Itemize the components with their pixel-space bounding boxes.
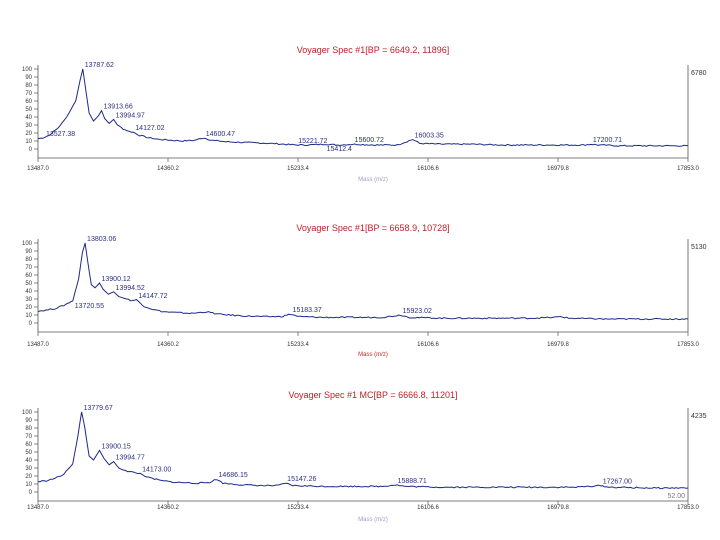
peak-label: 14686.15: [219, 472, 248, 479]
x-axis-label: Mass (m/z): [358, 517, 388, 523]
y-tick-label: 80: [25, 257, 32, 263]
peak-label: 15147.26: [287, 476, 316, 483]
y-tick-label: 40: [25, 458, 32, 464]
y-tick-label: 40: [25, 115, 32, 121]
x-tick-label: 13487.0: [27, 505, 49, 511]
x-tick-label: 17853.0: [677, 166, 699, 172]
y-tick-label: 10: [25, 313, 32, 319]
y-tick-label: 90: [25, 249, 32, 255]
peak-label: 13527.38: [46, 131, 75, 138]
peak-label: 14600.47: [206, 131, 235, 138]
peak-label: 17200.71: [593, 137, 622, 144]
corner-label: 52.00: [667, 493, 685, 500]
y-tick-label: 60: [25, 99, 32, 105]
x-tick-label: 16979.8: [547, 166, 569, 172]
peak-label: 13787.62: [85, 62, 114, 69]
peak-label: 15923.02: [403, 308, 432, 315]
y-tick-label: 50: [25, 281, 32, 287]
y-tick-label: 30: [25, 123, 32, 129]
x-axis-label: Mass (m/z): [358, 352, 388, 358]
y-tick-label: 70: [25, 91, 32, 97]
peak-label: 13900.12: [102, 276, 131, 283]
spectrum-panel-1: Voyager Spec #1[BP = 6649.2, 11896] 0 10 20…: [22, 45, 707, 183]
peak-label: 15600.72: [355, 137, 384, 144]
peak-label: 13994.97: [116, 112, 145, 119]
y-tick-label: 50: [25, 450, 32, 456]
x-tick-label: 13487.0: [27, 342, 49, 348]
y-tick-label: 80: [25, 426, 32, 432]
right-max-label: 4235: [691, 413, 707, 420]
peak-label: 17267.00: [603, 479, 632, 486]
y-tick-label: 20: [25, 474, 32, 480]
peak-label: 15221.72: [298, 138, 327, 145]
y-tick-label: 20: [25, 131, 32, 137]
peak-label: 15412.4: [327, 146, 352, 153]
right-max-label: 6780: [691, 70, 707, 77]
chart-title: Voyager Spec #1[BP = 6649.2, 11896]: [297, 45, 450, 55]
y-tick-label: 0: [29, 490, 33, 496]
spectrum-trace: [37, 68, 689, 147]
x-tick-label: 16106.6: [417, 342, 439, 348]
y-tick-label: 100: [22, 410, 33, 416]
y-tick-label: 10: [25, 139, 32, 145]
x-tick-label: 16106.6: [417, 166, 439, 172]
y-tick-label: 0: [29, 321, 33, 327]
right-max-label: 5130: [691, 244, 707, 251]
y-tick-label: 30: [25, 297, 32, 303]
x-tick-label: 15233.4: [287, 342, 309, 348]
chart-title: Voyager Spec #1[BP = 6658.9, 10728]: [296, 223, 449, 233]
x-tick-label: 16106.6: [417, 505, 439, 511]
x-tick-label: 15233.4: [287, 166, 309, 172]
y-tick-label: 30: [25, 466, 32, 472]
x-tick-label: 14360.2: [157, 505, 179, 511]
y-tick-label: 70: [25, 265, 32, 271]
peak-label: 14173.00: [142, 467, 171, 474]
y-tick-label: 10: [25, 482, 32, 488]
spectrum-trace: [37, 411, 689, 490]
x-tick-label: 16979.8: [547, 505, 569, 511]
spectrum-panel-2: Voyager Spec #1[BP = 6658.9, 10728] 0 10 20…: [22, 223, 707, 358]
peak-label: 15183.37: [293, 307, 322, 314]
y-tick-label: 20: [25, 305, 32, 311]
peak-label: 13720.55: [75, 303, 104, 310]
peak-label: 13803.06: [87, 236, 116, 243]
y-tick-label: 40: [25, 289, 32, 295]
spectrum-panel-3: Voyager Spec #1 MC[BP = 6666.8, 11201] 0 1…: [22, 390, 707, 523]
x-tick-label: 15233.4: [287, 505, 309, 511]
y-tick-label: 80: [25, 83, 32, 89]
peak-label: 13994.52: [116, 285, 145, 292]
peak-label: 13900.15: [102, 443, 131, 450]
y-tick-label: 90: [25, 75, 32, 81]
peak-label: 13913.66: [104, 104, 133, 111]
x-tick-label: 17853.0: [677, 342, 699, 348]
peak-label: 15888.71: [398, 478, 427, 485]
y-tick-label: 100: [22, 241, 33, 247]
chart-title: Voyager Spec #1 MC[BP = 6666.8, 11201]: [288, 390, 457, 400]
y-tick-label: 0: [29, 147, 33, 153]
peak-label: 14127.02: [135, 125, 164, 132]
x-tick-label: 16979.8: [547, 342, 569, 348]
x-tick-label: 14360.2: [157, 342, 179, 348]
x-axis-label: Mass (m/z): [358, 177, 388, 183]
spectrum-trace: [37, 242, 689, 321]
y-tick-label: 60: [25, 273, 32, 279]
y-tick-label: 60: [25, 442, 32, 448]
x-tick-label: 17853.0: [677, 505, 699, 511]
y-tick-label: 70: [25, 434, 32, 440]
peak-label: 13779.67: [84, 405, 113, 412]
x-tick-label: 13487.0: [27, 166, 49, 172]
peak-label: 13994.77: [116, 455, 145, 462]
x-tick-label: 14360.2: [157, 166, 179, 172]
y-tick-label: 50: [25, 107, 32, 113]
peak-label: 16003.35: [415, 132, 444, 139]
y-tick-label: 100: [22, 67, 33, 73]
y-tick-label: 90: [25, 418, 32, 424]
peak-label: 14147.72: [138, 293, 167, 300]
